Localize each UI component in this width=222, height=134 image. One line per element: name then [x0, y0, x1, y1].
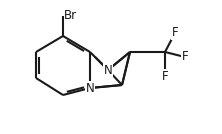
Text: N: N [104, 64, 112, 77]
Text: F: F [162, 70, 168, 83]
Text: F: F [182, 51, 188, 64]
Text: Br: Br [64, 9, 77, 22]
Text: N: N [86, 81, 94, 94]
Text: F: F [172, 27, 178, 40]
